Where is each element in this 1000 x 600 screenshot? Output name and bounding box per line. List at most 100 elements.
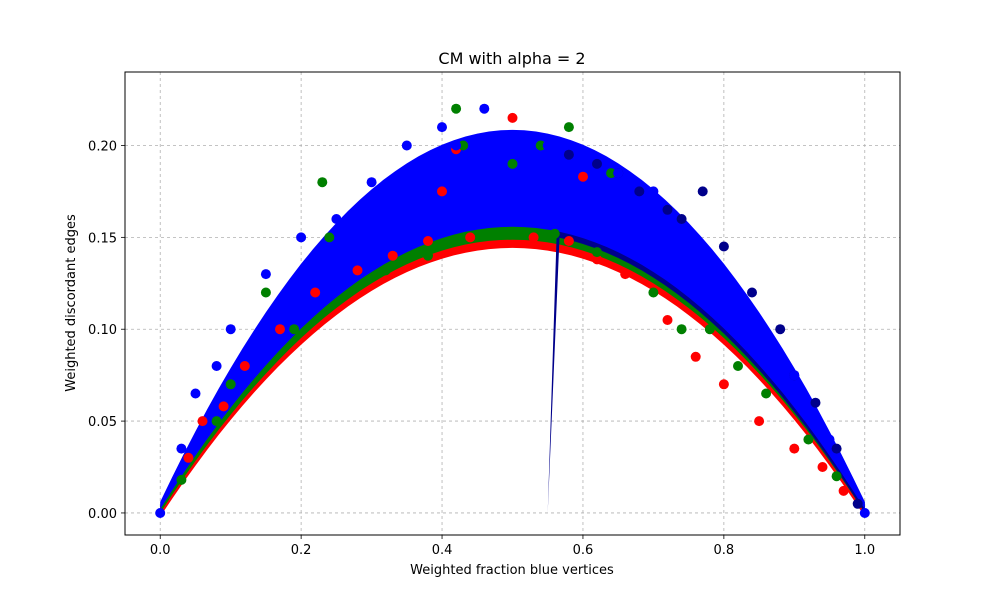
data-point: [331, 214, 342, 224]
chart-title: CM with alpha = 2: [438, 49, 585, 68]
x-tick-label: 0.6: [573, 543, 594, 558]
data-point: [437, 122, 447, 133]
data-point: [824, 434, 835, 445]
y-tick-label: 0.20: [88, 139, 117, 154]
x-tick-label: 0.8: [714, 543, 735, 558]
data-point: [718, 241, 729, 252]
data-point: [648, 186, 659, 197]
data-points: [155, 103, 870, 518]
data-point: [310, 287, 321, 298]
x-axis-label: Weighted fraction blue vertices: [410, 563, 614, 578]
data-point: [592, 158, 602, 169]
data-point: [803, 434, 814, 445]
data-point: [275, 324, 285, 335]
y-tick-label: 0.10: [88, 323, 117, 338]
grid: [125, 72, 900, 535]
plot-frame: [124, 71, 901, 536]
data-point: [528, 232, 539, 243]
data-point: [352, 265, 363, 276]
data-point: [662, 204, 673, 215]
data-point: [775, 324, 786, 335]
blue-band: [160, 129, 865, 510]
y-tick-label: 0.00: [88, 507, 117, 522]
data-point: [592, 247, 602, 258]
y-tick-label: 0.15: [88, 231, 117, 246]
data-point: [535, 140, 546, 151]
data-point: [662, 315, 673, 325]
data-point: [155, 508, 166, 518]
data-point: [676, 324, 687, 335]
data-point: [838, 485, 849, 496]
x-tick-label: 1.0: [854, 543, 875, 558]
data-point: [718, 305, 729, 316]
data-point: [690, 351, 701, 362]
data-point: [676, 214, 687, 224]
data-point: [423, 236, 433, 246]
data-point: [176, 443, 187, 454]
data-point: [289, 324, 300, 335]
data-point: [852, 498, 863, 509]
data-point: [697, 186, 708, 197]
data-point: [366, 177, 377, 188]
data-point: [218, 401, 229, 412]
y-axis-label: Weighted discordant edges: [64, 214, 79, 392]
data-point: [387, 250, 398, 261]
data-point: [563, 236, 574, 246]
data-point: [775, 351, 786, 362]
y-axis-ticks: 0.00 0.05 0.10 0.15 0.20: [88, 139, 125, 522]
data-point: [542, 140, 553, 151]
data-point: [507, 158, 518, 169]
data-point: [549, 228, 560, 239]
data-point: [465, 232, 476, 243]
data-point: [789, 443, 800, 454]
data-point: [239, 361, 250, 371]
data-point: [479, 103, 490, 114]
data-point: [859, 508, 870, 518]
data-point: [747, 287, 757, 298]
data-point: [733, 361, 743, 371]
data-point: [578, 171, 588, 182]
data-point: [296, 232, 307, 243]
data-point: [225, 324, 236, 335]
data-point: [831, 471, 842, 482]
data-point: [507, 140, 518, 151]
data-point: [817, 462, 828, 472]
data-point: [592, 254, 602, 265]
data-point: [176, 474, 187, 485]
x-tick-label: 0.2: [291, 543, 312, 558]
data-point: [190, 388, 201, 399]
data-point: [578, 149, 588, 160]
data-point: [620, 269, 631, 280]
data-point: [704, 324, 715, 335]
data-point: [683, 259, 694, 270]
data-point: [380, 265, 391, 276]
data-point: [718, 379, 729, 390]
data-point: [183, 452, 194, 463]
x-tick-label: 0.0: [150, 543, 171, 558]
data-point: [754, 324, 765, 335]
data-point: [211, 416, 222, 427]
data-point: [831, 443, 842, 454]
data-point: [606, 168, 617, 179]
data-point: [789, 370, 800, 381]
data-point: [197, 416, 208, 427]
data-point: [324, 232, 335, 243]
x-tick-label: 0.4: [432, 543, 453, 558]
data-point: [211, 361, 222, 371]
data-point: [613, 168, 624, 179]
data-point: [634, 186, 645, 197]
data-point: [317, 177, 328, 188]
data-point: [761, 388, 772, 399]
data-point: [648, 287, 659, 298]
data-point: [401, 140, 412, 151]
data-point: [458, 140, 469, 151]
data-point: [754, 416, 765, 427]
y-tick-label: 0.05: [88, 415, 117, 430]
data-point: [437, 186, 447, 197]
data-point: [423, 250, 433, 261]
x-axis-ticks: 0.0 0.2 0.4 0.6 0.8 1.0: [150, 535, 875, 558]
data-point: [225, 379, 236, 390]
data-point: [260, 269, 271, 280]
